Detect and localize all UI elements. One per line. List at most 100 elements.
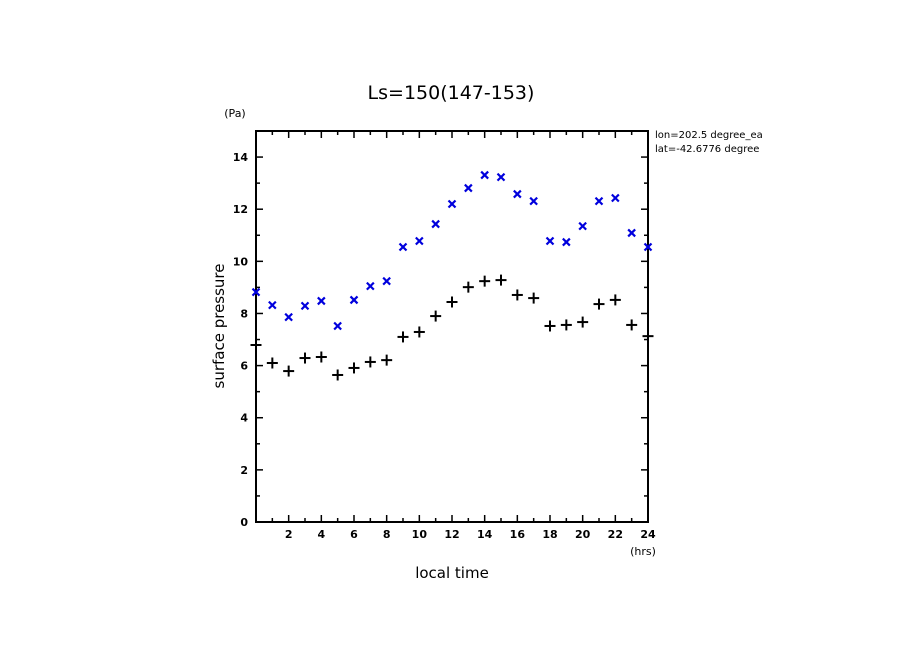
y-tick-label: 0 [240,516,248,529]
x-tick-label: 12 [444,528,459,541]
x-marker [268,300,277,310]
plus-marker [332,369,344,381]
plus-marker [577,316,589,328]
x-stroke [611,193,620,203]
x-stroke [284,312,293,322]
x-marker [513,189,522,199]
y-unit-label: (Pa) [224,107,245,120]
x-stroke [317,296,326,306]
x-tick-label: 4 [318,528,326,541]
x-stroke [529,196,538,206]
x-marker [464,183,473,193]
plus-marker [381,354,393,366]
x-tick-label: 16 [510,528,526,541]
series-x [251,170,653,331]
x-stroke [643,242,653,252]
x-stroke [578,221,587,231]
x-stroke [398,242,408,252]
x-marker [251,287,261,297]
plus-marker [315,351,327,363]
x-stroke [415,236,424,246]
x-stroke [382,276,391,286]
plus-marker [250,339,262,351]
x-marker [529,196,538,206]
x-marker [643,242,653,252]
plus-marker [413,326,425,338]
x-stroke [464,183,473,193]
x-marker [611,193,620,203]
x-stroke [496,172,506,182]
plus-marker [266,357,278,369]
x-marker [349,295,359,305]
x-stroke [300,301,310,311]
x-marker [578,221,587,231]
x-tick-label: 20 [575,528,591,541]
x-marker [562,237,571,247]
x-marker [284,312,293,322]
x-tick-label: 22 [608,528,623,541]
x-stroke [251,287,261,297]
y-axis-label: surface pressure [210,264,228,389]
plus-marker [495,274,507,286]
data-marks [250,170,654,381]
x-axis-label: local time [415,564,489,582]
plus-marker [397,331,409,343]
x-marker [333,321,342,331]
plus-marker [626,319,638,331]
plus-marker [593,298,605,310]
plot-frame [255,130,649,523]
x-stroke [447,199,457,209]
x-marker [447,199,457,209]
x-stroke [366,281,375,291]
x-stroke [349,295,359,305]
y-tick-label: 14 [233,151,249,164]
x-marker [300,301,310,311]
y-tick-label: 8 [240,307,248,320]
x-tick-label: 2 [285,528,293,541]
x-marker [415,236,424,246]
plus-marker [544,320,556,332]
x-marker [594,196,604,206]
y-tick-label: 2 [240,464,248,477]
plus-marker [364,356,376,368]
x-stroke [480,170,489,180]
x-stroke [513,189,522,199]
x-marker [496,172,506,182]
chart-title: Ls=150(147-153) [368,82,535,104]
x-tick-label: 24 [640,528,656,541]
plus-marker [462,281,474,293]
plus-marker [446,296,458,308]
x-tick-label: 8 [383,528,391,541]
x-stroke [594,196,604,206]
axis-ticks [256,131,648,522]
x-stroke [627,228,636,238]
y-tick-label: 10 [233,255,249,268]
annotation-lon: lon=202.5 degree_ea [655,130,763,141]
series-plus [250,274,654,381]
plus-marker [511,289,523,301]
x-tick-label: 14 [477,528,493,541]
plot-border [255,130,649,523]
plus-marker [430,310,442,322]
plus-marker [560,319,572,331]
x-tick-label: 10 [412,528,428,541]
x-tick-labels: 2 4 6 8 10 12 14 16 18 20 22 24 [285,528,656,541]
plus-marker [642,330,654,342]
plus-marker [299,352,311,364]
x-stroke [562,237,571,247]
x-marker [317,296,326,306]
plus-marker [348,362,360,374]
x-marker [627,228,636,238]
plus-marker [283,365,295,377]
y-tick-label: 6 [240,360,248,373]
x-stroke [431,219,440,229]
x-marker [431,219,440,229]
y-tick-label: 12 [233,203,248,216]
y-tick-labels: 0 2 4 6 8 10 12 14 [233,151,249,529]
x-marker [398,242,408,252]
x-stroke [268,300,277,310]
x-stroke [545,236,555,246]
x-unit-label: (hrs) [630,545,656,558]
x-marker [382,276,391,286]
